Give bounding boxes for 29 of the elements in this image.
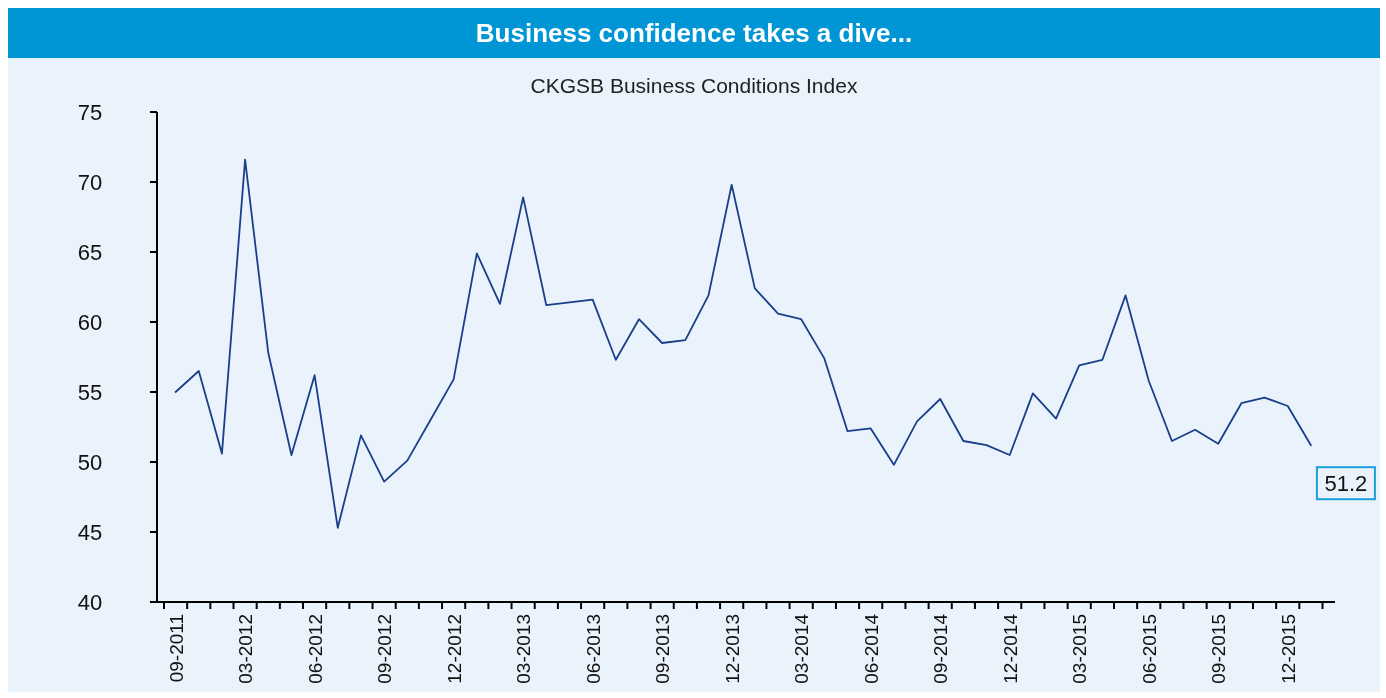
x-tick-label: 06-2013 — [582, 614, 604, 684]
x-tick-label: 03-2014 — [791, 613, 813, 684]
x-tick-label: 06-2012 — [304, 614, 326, 684]
x-tick-label: 03-2015 — [1069, 614, 1091, 684]
chart-subtitle: CKGSB Business Conditions Index — [530, 74, 858, 97]
x-tick-label: 09-2012 — [374, 614, 396, 684]
y-tick-label: 50 — [77, 449, 103, 475]
x-tick-label: 03-2013 — [513, 614, 535, 684]
x-tick-label: 09-2013 — [652, 614, 674, 684]
y-tick-label: 75 — [77, 99, 103, 125]
y-tick-label: 55 — [77, 379, 103, 405]
x-tick-label: 12-2013 — [721, 614, 743, 684]
chart-title: Business confidence takes a dive... — [475, 18, 913, 48]
x-tick-label: 03-2012 — [235, 614, 257, 684]
x-tick-label: 06-2015 — [1138, 614, 1160, 684]
x-tick-label: 12-2014 — [999, 613, 1021, 684]
x-tick-label: 09-2015 — [1208, 614, 1230, 684]
y-tick-label: 70 — [77, 169, 103, 195]
line-series — [174, 158, 1312, 529]
y-tick-label: 45 — [77, 519, 103, 545]
x-tick-label: 09-2011 — [165, 614, 187, 683]
x-tick-label: 09-2014 — [930, 613, 952, 684]
y-tick-label: 40 — [77, 589, 103, 615]
annotation: 51.2 — [1324, 471, 1368, 497]
y-tick-label: 65 — [77, 239, 103, 265]
x-tick-label: 12-2012 — [443, 614, 465, 684]
x-tick-label: 12-2015 — [1277, 614, 1299, 684]
y-tick-label: 60 — [77, 309, 103, 335]
x-tick-label: 06-2014 — [860, 613, 882, 684]
